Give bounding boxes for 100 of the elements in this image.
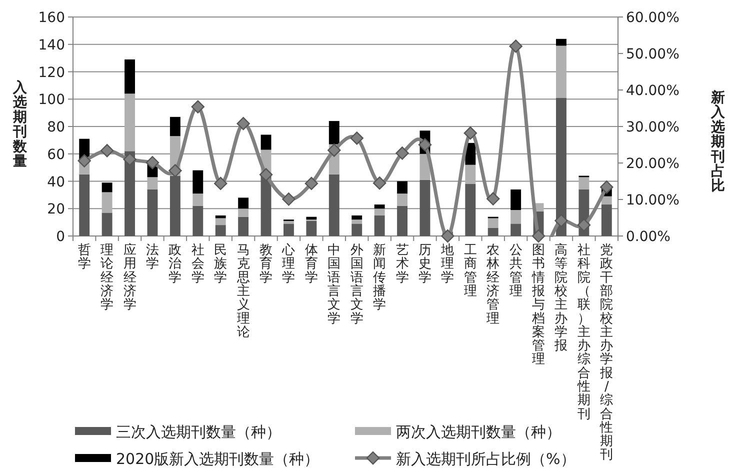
point (372, 176, 386, 190)
bar (102, 192, 112, 213)
x-tick-label: 公共管理 (509, 243, 522, 299)
bar (192, 206, 204, 236)
bar (556, 98, 566, 236)
bar (79, 174, 90, 236)
bar (488, 218, 498, 228)
point (259, 168, 273, 182)
bar (215, 218, 226, 226)
point (577, 218, 591, 232)
bar (556, 38, 566, 46)
legend-label: 2020版新入选期刊数量（种） (116, 450, 320, 468)
bar (397, 181, 408, 194)
point (191, 100, 204, 114)
point (509, 40, 522, 53)
bar (556, 46, 566, 98)
bar (374, 215, 385, 236)
bar (374, 204, 385, 209)
y-tick-label: 140 (38, 37, 65, 54)
point (146, 156, 160, 170)
bar (215, 215, 226, 218)
x-tick-label: 社会学 (191, 243, 204, 286)
legend-label: 三次入选期刊数量（种） (116, 423, 281, 441)
y2-tick-label: 50.00% (626, 46, 680, 62)
bar (215, 225, 226, 236)
y2-tick-label: 60.00% (626, 10, 680, 26)
x-tick-label: 新闻传播学 (373, 243, 386, 313)
y-tick-label: 160 (38, 10, 65, 26)
bar (328, 121, 340, 144)
bar (124, 94, 135, 152)
x-tick-label: 马克思主义理论 (236, 243, 250, 340)
point (328, 144, 341, 157)
y2-tick-label: 0.00% (626, 229, 670, 245)
point (486, 192, 500, 206)
bar (284, 224, 294, 236)
x-tick-label: 民族学 (214, 243, 228, 286)
point (236, 116, 250, 130)
bar (124, 59, 135, 94)
bar (352, 215, 362, 220)
point (600, 180, 614, 194)
x-tick-label: 工商管理 (464, 243, 477, 299)
y-tick-label: 40 (47, 174, 65, 190)
y-tick-label: 20 (47, 202, 65, 218)
y-tick-label: 60 (47, 146, 65, 163)
x-tick-label: 应用经济学 (123, 242, 136, 313)
y2-axis-title: 新入选期刊占比 (710, 89, 726, 194)
bar (147, 177, 158, 190)
bar (147, 189, 158, 236)
bar (465, 164, 476, 184)
bar (284, 220, 294, 224)
x-tick-label: 高等院校主办学报 (554, 242, 568, 354)
point (100, 144, 114, 158)
bar (170, 116, 180, 136)
y-tick-label: 80 (47, 120, 65, 136)
bar (510, 210, 522, 224)
point (168, 164, 182, 178)
point (350, 132, 364, 145)
x-tick-label: 心理学 (281, 242, 296, 286)
point (554, 214, 568, 228)
point (214, 176, 228, 190)
x-tick-label: 政治学 (168, 243, 182, 286)
legend-label: 新入选期刊所占比例（%） (396, 450, 576, 468)
bar (260, 134, 272, 150)
category-label: 图书情报与档案管理 (532, 243, 546, 368)
y-axis-title: 入选期刊数量 (12, 80, 28, 170)
bar (465, 184, 476, 236)
bar (397, 194, 408, 206)
bar (352, 220, 362, 224)
bar (306, 216, 317, 220)
x-tick-label: 艺术学 (396, 243, 409, 286)
bar (374, 208, 385, 216)
bar (192, 170, 204, 194)
category-label: 社科院（联）主办综合性期刊 (577, 243, 590, 422)
point (78, 154, 91, 168)
bar (420, 180, 430, 236)
x-tick-label: 中国语言文学 (328, 243, 341, 326)
point (282, 192, 296, 206)
bar (352, 224, 362, 236)
point (464, 126, 477, 140)
bar (238, 216, 249, 236)
y2-tick-label: 40.00% (626, 83, 680, 99)
point (304, 176, 318, 190)
x-tick-label: 农林经济管理 (486, 243, 500, 326)
point (418, 138, 432, 152)
x-tick-label: 体育学 (304, 243, 318, 286)
point (441, 229, 454, 243)
bar (102, 182, 112, 192)
x-tick-label: 外国语言文学 (350, 243, 364, 326)
category-label: 党政干部院校主办学报/综合性期刊 (600, 243, 614, 463)
bar (306, 220, 317, 236)
bar (192, 194, 204, 206)
bar (328, 174, 340, 236)
point (396, 146, 409, 160)
x-tick-label: 地理学 (440, 243, 454, 286)
point (532, 229, 546, 243)
bar (510, 189, 522, 210)
y-tick-label: 120 (38, 64, 65, 81)
bar (397, 206, 408, 236)
legend-label: 两次入选期刊数量（种） (396, 423, 561, 441)
y2-tick-label: 10.00% (626, 192, 680, 208)
